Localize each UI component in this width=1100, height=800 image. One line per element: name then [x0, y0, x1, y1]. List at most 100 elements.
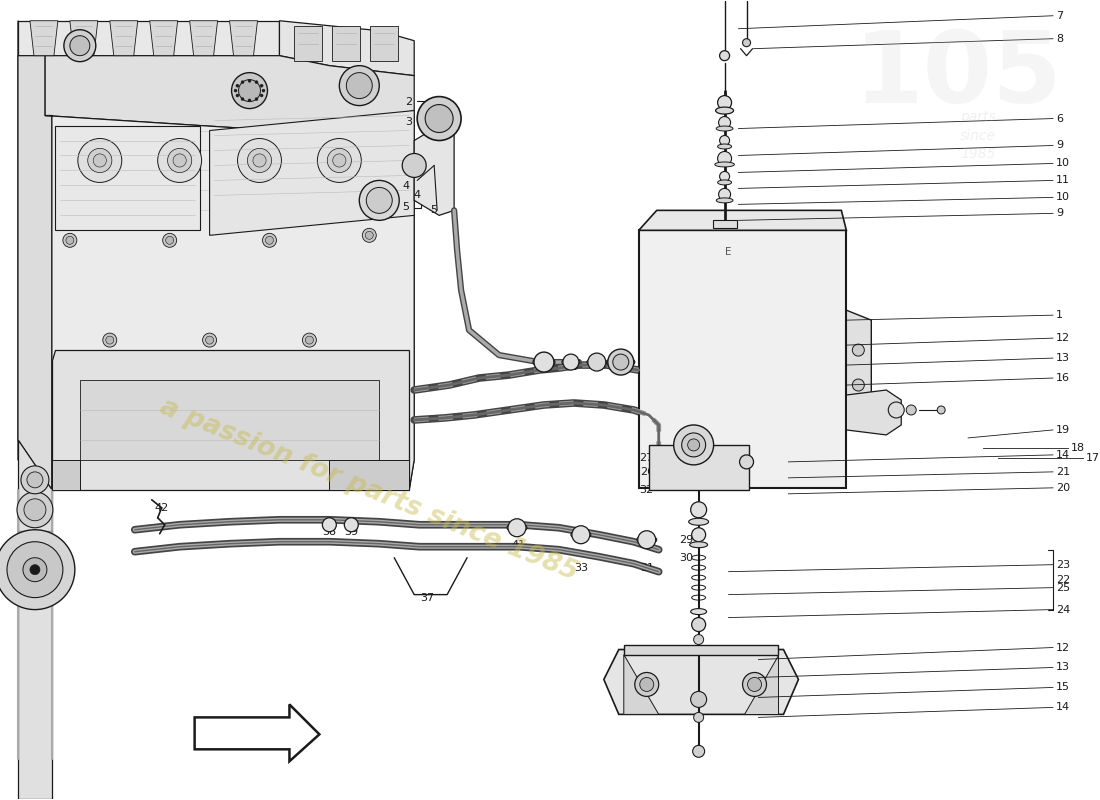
Text: 1: 1 — [1056, 310, 1063, 320]
Polygon shape — [80, 380, 380, 460]
Text: 15: 15 — [1056, 682, 1070, 693]
Circle shape — [234, 89, 236, 92]
Polygon shape — [332, 26, 361, 61]
Polygon shape — [639, 210, 846, 230]
Circle shape — [265, 236, 274, 244]
Text: 24: 24 — [1056, 605, 1070, 614]
Circle shape — [106, 336, 113, 344]
Polygon shape — [52, 350, 409, 490]
Circle shape — [692, 618, 705, 631]
Polygon shape — [713, 220, 737, 228]
Polygon shape — [150, 21, 178, 56]
Circle shape — [24, 499, 46, 521]
Ellipse shape — [507, 523, 527, 532]
Text: 2: 2 — [443, 98, 451, 107]
Circle shape — [94, 154, 107, 167]
Polygon shape — [230, 21, 257, 56]
Text: 3: 3 — [405, 117, 412, 126]
Text: 42: 42 — [155, 502, 168, 513]
Circle shape — [613, 354, 629, 370]
Text: 31: 31 — [640, 562, 653, 573]
Text: 105: 105 — [854, 27, 1063, 124]
Circle shape — [742, 38, 750, 46]
Circle shape — [906, 405, 916, 415]
Text: 41: 41 — [512, 540, 526, 550]
Circle shape — [64, 30, 96, 62]
Text: 5: 5 — [403, 202, 409, 212]
Ellipse shape — [571, 530, 591, 539]
Polygon shape — [30, 21, 58, 56]
Circle shape — [718, 117, 730, 129]
Polygon shape — [110, 21, 138, 56]
Text: 22: 22 — [1056, 574, 1070, 585]
Circle shape — [263, 234, 276, 247]
Text: 13: 13 — [1056, 662, 1070, 673]
Text: 19: 19 — [1056, 425, 1070, 435]
Text: 33: 33 — [574, 562, 587, 573]
Text: E: E — [725, 247, 732, 258]
Text: 21: 21 — [1056, 467, 1070, 477]
Circle shape — [673, 425, 714, 465]
Circle shape — [328, 148, 351, 173]
Polygon shape — [195, 705, 319, 762]
Circle shape — [889, 402, 904, 418]
Circle shape — [63, 234, 77, 247]
Circle shape — [362, 228, 376, 242]
Circle shape — [253, 154, 266, 167]
Circle shape — [23, 558, 47, 582]
Text: 4: 4 — [414, 190, 421, 200]
Circle shape — [852, 379, 865, 391]
Circle shape — [7, 542, 63, 598]
Circle shape — [88, 148, 112, 173]
Circle shape — [693, 746, 705, 758]
Text: 7: 7 — [1056, 10, 1063, 21]
Polygon shape — [70, 21, 98, 56]
Circle shape — [255, 81, 258, 84]
Circle shape — [70, 36, 90, 56]
Circle shape — [717, 95, 732, 110]
Ellipse shape — [607, 357, 635, 367]
Ellipse shape — [717, 180, 732, 185]
Circle shape — [360, 181, 399, 220]
Text: 2: 2 — [405, 97, 412, 106]
Circle shape — [742, 673, 767, 697]
Circle shape — [572, 526, 590, 544]
Text: 25: 25 — [1056, 582, 1070, 593]
Text: 26: 26 — [640, 467, 653, 477]
Text: 16: 16 — [1056, 373, 1070, 383]
Circle shape — [241, 81, 244, 84]
Circle shape — [206, 336, 213, 344]
Circle shape — [508, 518, 526, 537]
Circle shape — [173, 154, 186, 167]
Circle shape — [235, 84, 239, 87]
Circle shape — [333, 154, 345, 167]
Circle shape — [346, 73, 372, 98]
Circle shape — [638, 530, 656, 549]
Circle shape — [694, 634, 704, 645]
Polygon shape — [649, 445, 748, 490]
Circle shape — [691, 691, 706, 707]
Polygon shape — [52, 460, 80, 490]
Text: 14: 14 — [1056, 450, 1070, 460]
Circle shape — [718, 189, 730, 200]
Text: 6: 6 — [1056, 114, 1063, 123]
Circle shape — [694, 712, 704, 722]
Text: 9: 9 — [1056, 208, 1063, 218]
Circle shape — [157, 138, 201, 182]
Circle shape — [563, 354, 579, 370]
Polygon shape — [295, 26, 322, 61]
Text: 9: 9 — [1056, 141, 1063, 150]
Circle shape — [339, 66, 380, 106]
Ellipse shape — [717, 144, 732, 149]
Ellipse shape — [690, 542, 707, 548]
Circle shape — [748, 678, 761, 691]
Polygon shape — [55, 126, 199, 230]
Text: 28: 28 — [729, 457, 744, 467]
Circle shape — [608, 349, 634, 375]
Circle shape — [241, 98, 244, 101]
Circle shape — [302, 333, 317, 347]
Circle shape — [30, 565, 40, 574]
Polygon shape — [744, 654, 779, 714]
Text: 27: 27 — [639, 453, 653, 463]
Ellipse shape — [637, 535, 657, 544]
